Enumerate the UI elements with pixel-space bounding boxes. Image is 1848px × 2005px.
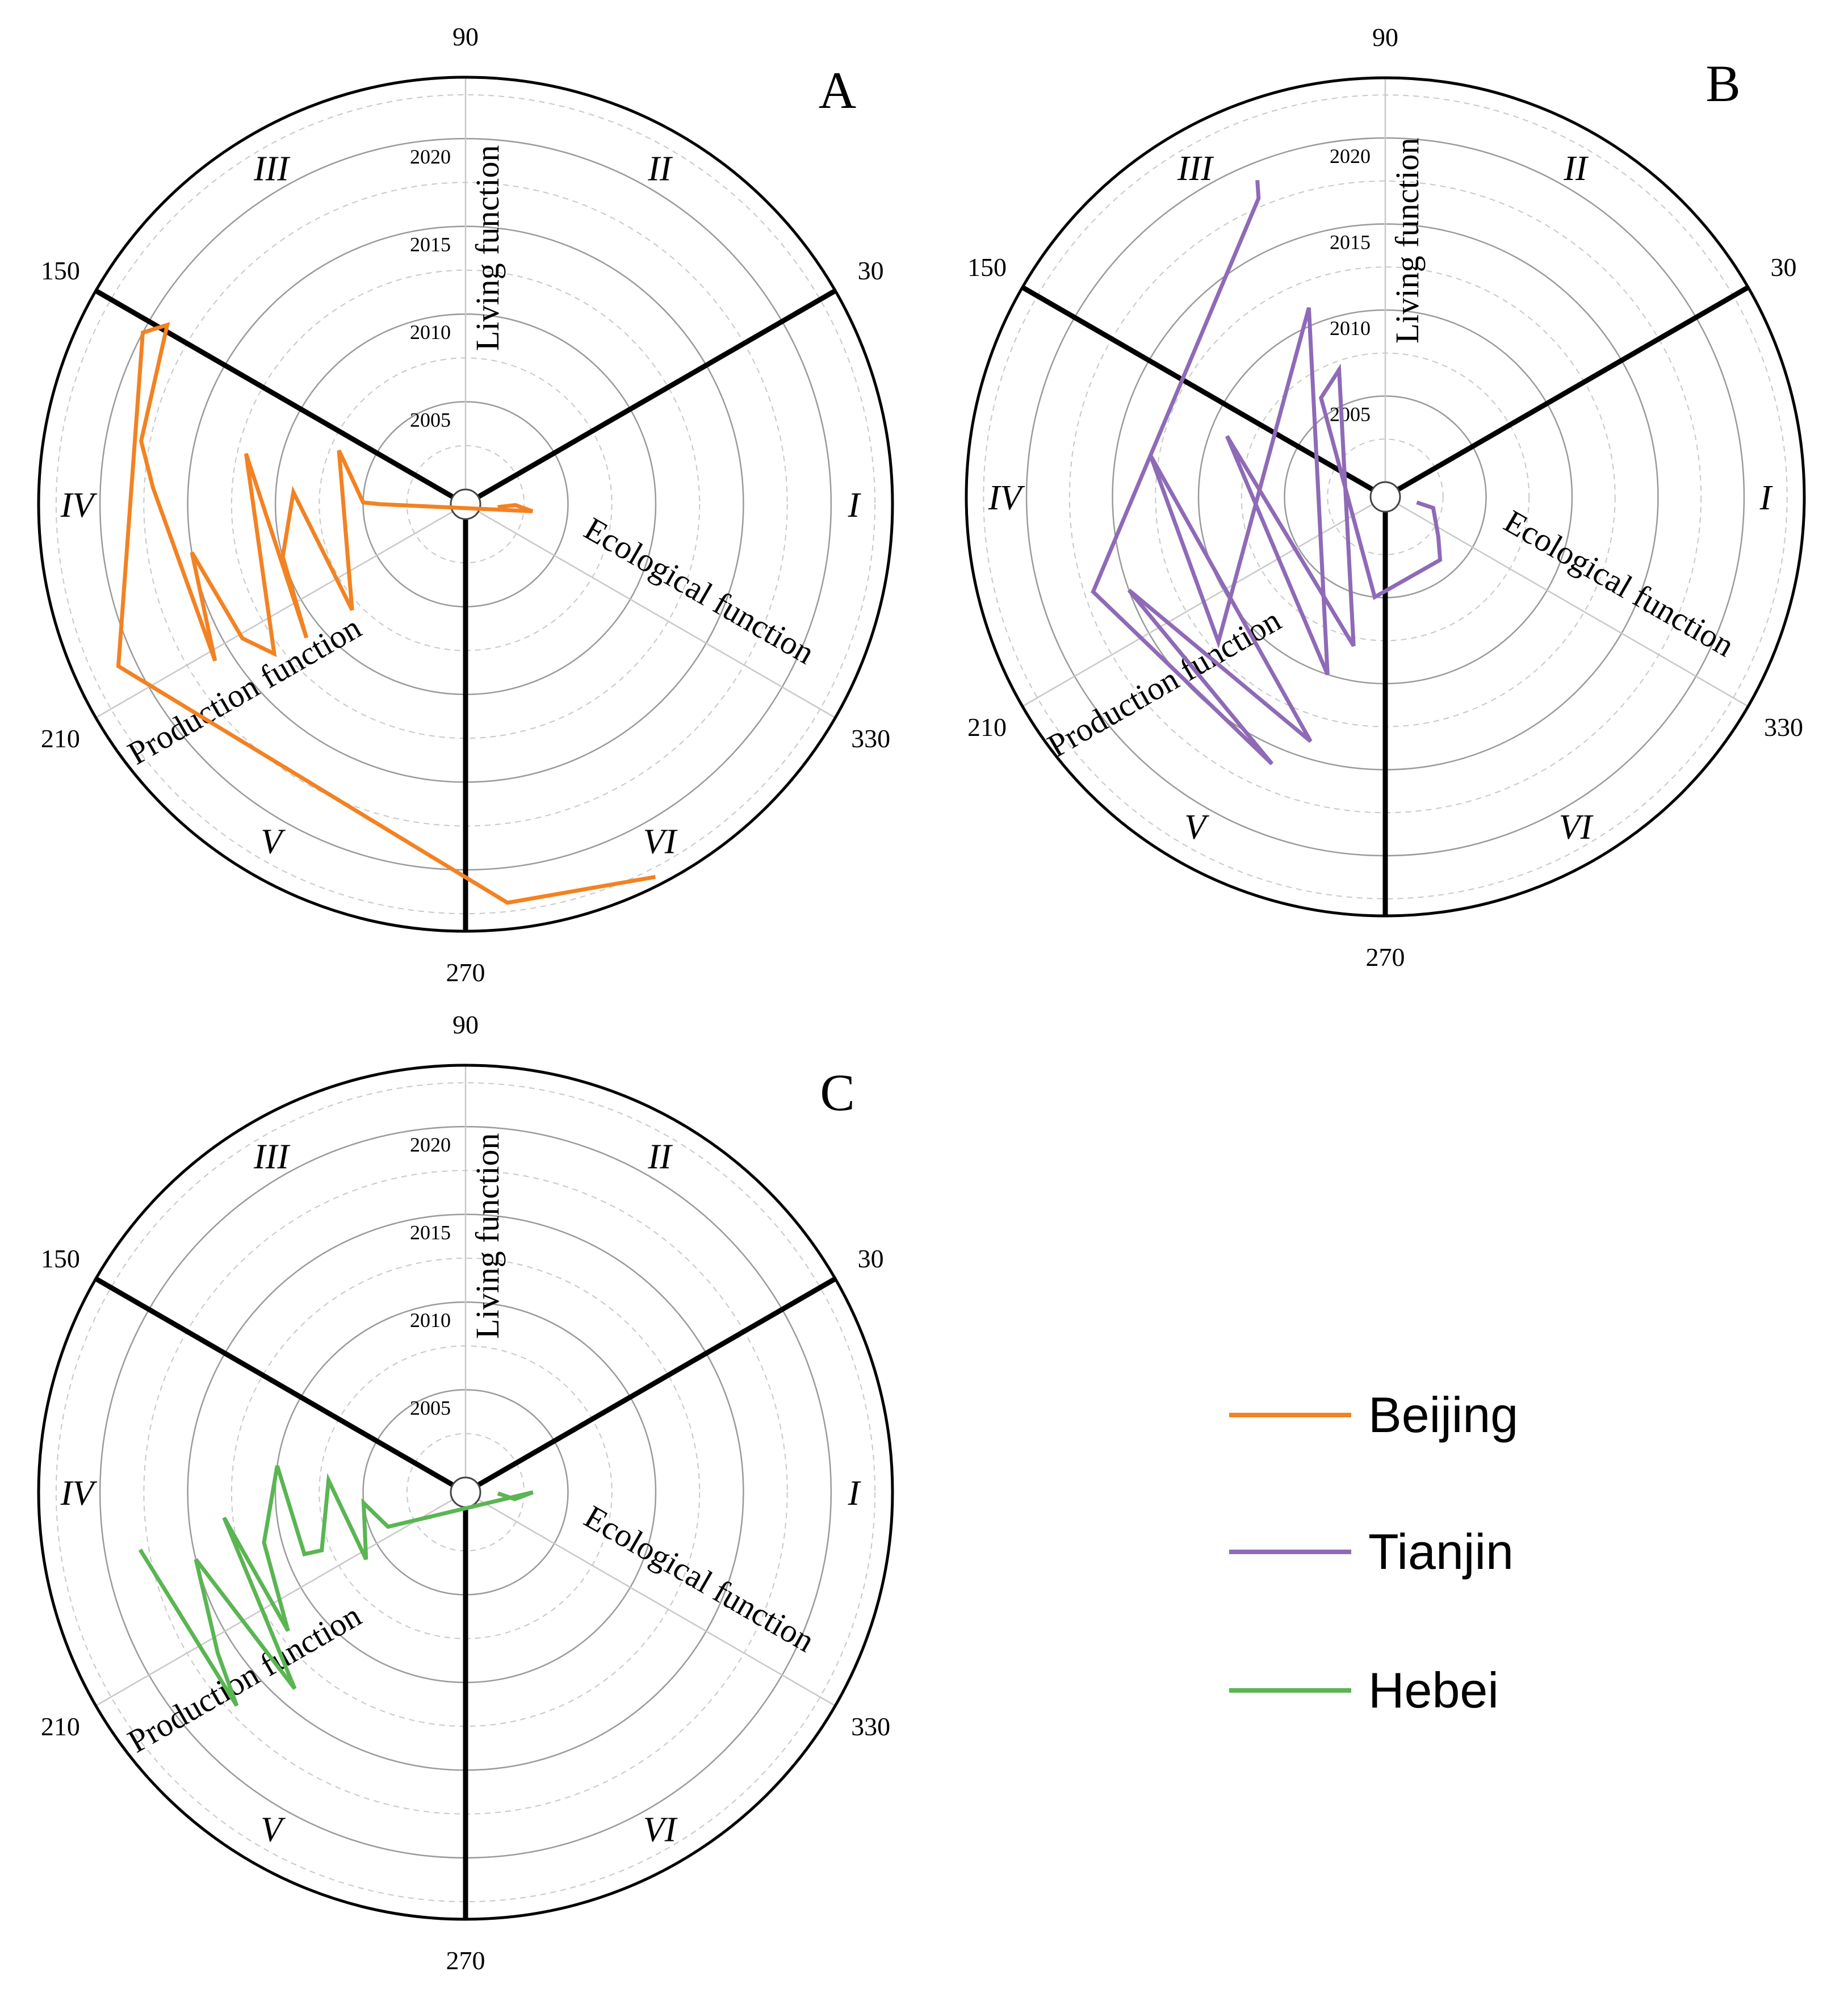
- sector-label-iii: III: [253, 1138, 291, 1177]
- year-label-2005: 2005: [410, 1397, 451, 1420]
- minor-ring: [1327, 438, 1444, 555]
- legend-label-tianjin: Tianjin: [1368, 1523, 1514, 1580]
- year-label-2015: 2015: [410, 233, 451, 256]
- function-axis: [95, 510, 454, 719]
- polar-panels: 90303302702101502005201020152020IIIIIIIV…: [37, 22, 1806, 1975]
- angle-tick-330: 330: [851, 1712, 890, 1741]
- minor-ring: [55, 1082, 876, 1903]
- angle-tick-210: 210: [41, 1712, 80, 1741]
- year-label-2010: 2010: [410, 321, 451, 344]
- minor-ring: [231, 269, 701, 739]
- sector-label-iii: III: [253, 150, 291, 189]
- angle-tick-90: 90: [452, 22, 479, 51]
- panel-a: 90303302702101502005201020152020IIIIIIIV…: [37, 22, 894, 987]
- sector-boundary: [1021, 285, 1374, 492]
- sector-boundary: [477, 288, 837, 499]
- legend-label-hebei: Hebei: [1368, 1662, 1499, 1718]
- year-label-2015: 2015: [410, 1221, 451, 1244]
- hub: [450, 1476, 481, 1508]
- legend: Beijing Tianjin Hebei: [1229, 1387, 1518, 1718]
- sector-label-i: I: [848, 1474, 862, 1513]
- angle-tick-30: 30: [1770, 253, 1796, 282]
- sector-label-i: I: [848, 486, 862, 525]
- living-function-label: Living function: [469, 1133, 506, 1339]
- year-label-2015: 2015: [1330, 231, 1371, 254]
- minor-ring: [406, 445, 525, 564]
- legend-item-tianjin: Tianjin: [1229, 1523, 1514, 1580]
- sector-label-iv: IV: [988, 479, 1025, 517]
- function-axis: [477, 510, 836, 719]
- legend-item-hebei: Hebei: [1229, 1662, 1499, 1718]
- outer-ring: [37, 76, 894, 933]
- outer-ring: [37, 1064, 894, 1921]
- sector-label-v: V: [1184, 808, 1209, 847]
- function-axis: [1397, 503, 1749, 708]
- angle-tick-150: 150: [41, 1244, 80, 1273]
- series-hebei: [138, 1465, 534, 1707]
- angle-tick-270: 270: [1366, 943, 1405, 972]
- angle-tick-270: 270: [446, 958, 485, 987]
- angle-tick-270: 270: [446, 1946, 485, 1975]
- outer-ring: [965, 76, 1806, 918]
- minor-ring: [406, 1433, 525, 1552]
- sector-label-i: I: [1759, 479, 1774, 517]
- sector-label-iv: IV: [60, 1474, 98, 1513]
- sector-boundary: [94, 1276, 454, 1487]
- year-label-2005: 2005: [410, 409, 451, 432]
- series-tianjin: [1091, 179, 1443, 765]
- panel-c: 90303302702101502005201020152020IIIIIIIV…: [37, 1010, 894, 1975]
- panel-letter-c: C: [820, 1064, 854, 1121]
- year-label-2010: 2010: [1330, 317, 1371, 340]
- sector-label-vi: VI: [643, 1810, 678, 1849]
- sector-label-v: V: [261, 1810, 286, 1849]
- sector-boundary: [477, 1276, 837, 1487]
- sector-boundary: [94, 288, 454, 499]
- sector-label-ii: II: [1563, 149, 1589, 188]
- sector-boundary: [1397, 285, 1750, 492]
- angle-tick-330: 330: [1764, 713, 1803, 742]
- sector-label-ii: II: [647, 1138, 673, 1177]
- sector-label-vi: VI: [643, 822, 678, 861]
- angle-tick-90: 90: [452, 1010, 479, 1039]
- year-label-2010: 2010: [410, 1309, 451, 1332]
- year-label-2020: 2020: [410, 1133, 451, 1156]
- angle-tick-330: 330: [851, 724, 890, 753]
- angle-tick-150: 150: [967, 253, 1007, 282]
- function-axis: [1022, 503, 1373, 708]
- series-line-hebei: [138, 1465, 534, 1707]
- year-label-2020: 2020: [1330, 145, 1371, 168]
- minor-ring: [231, 1257, 701, 1727]
- sector-label-ii: II: [647, 150, 673, 189]
- panel-b: 90303302702101502005201020152020IIIIIIIV…: [965, 23, 1806, 972]
- panel-letter-a: A: [819, 61, 856, 119]
- living-function-label: Living function: [1389, 138, 1426, 344]
- legend-label-beijing: Beijing: [1368, 1387, 1518, 1443]
- sector-label-iv: IV: [60, 486, 98, 525]
- angle-tick-210: 210: [967, 713, 1007, 742]
- legend-item-beijing: Beijing: [1229, 1387, 1518, 1443]
- angle-tick-30: 30: [858, 256, 884, 285]
- panel-letter-b: B: [1705, 55, 1740, 112]
- hub: [1369, 481, 1401, 513]
- series-beijing: [116, 322, 656, 905]
- living-function-label: Living function: [469, 145, 506, 351]
- year-label-2020: 2020: [410, 145, 451, 168]
- year-label-2005: 2005: [1330, 403, 1371, 426]
- angle-tick-30: 30: [858, 1244, 884, 1273]
- sector-label-iii: III: [1177, 149, 1214, 188]
- hub: [450, 488, 481, 520]
- sector-label-v: V: [261, 822, 286, 861]
- function-axis: [477, 1498, 836, 1707]
- sector-label-vi: VI: [1559, 808, 1594, 847]
- angle-tick-150: 150: [41, 256, 80, 285]
- angle-tick-90: 90: [1372, 23, 1398, 52]
- minor-ring: [55, 94, 876, 915]
- angle-tick-210: 210: [41, 724, 80, 753]
